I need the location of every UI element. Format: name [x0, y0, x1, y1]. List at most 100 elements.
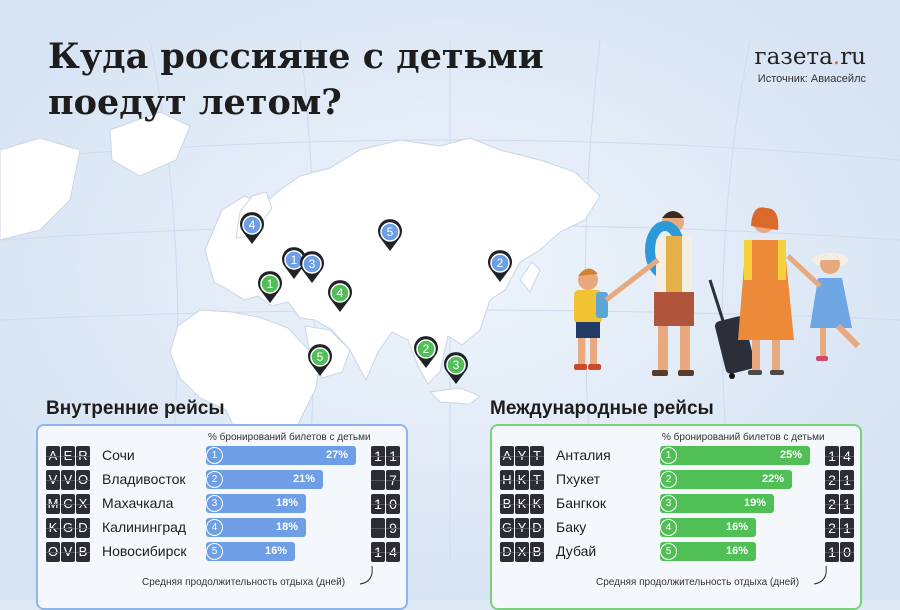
father-figure [645, 211, 694, 376]
logo-dot: . [832, 44, 841, 70]
page-title: Куда россияне с детьми поедут летом? [48, 34, 608, 126]
airport-code-letter: K [46, 518, 60, 538]
airport-code-letter: D [76, 518, 90, 538]
map-pin-domestic: 4 [239, 212, 264, 244]
airport-code-letter: D [530, 518, 544, 538]
city-name: Анталия [556, 447, 611, 463]
domestic-days-label: Средняя продолжительность отдыха (дней) [142, 577, 346, 588]
city-name: Владивосток [102, 471, 186, 487]
share-value-label: 19% [744, 497, 767, 509]
share-value-label: 25% [780, 449, 803, 461]
share-bar [206, 518, 306, 537]
rank-badge: 3 [206, 495, 223, 512]
page-title-line-2: поедут летом? [48, 82, 342, 123]
indonesia-landmass [428, 387, 481, 405]
airport-code-letter: D [500, 542, 514, 562]
city-name: Пхукет [556, 471, 601, 487]
airport-code-letter: C [61, 494, 75, 514]
days-digit: 1 [825, 446, 839, 466]
international-row: A Y T Анталия 1 25% 1 4 [500, 446, 854, 466]
share-value-label: 27% [326, 449, 349, 461]
mother-figure [738, 207, 794, 375]
share-bar [206, 446, 356, 465]
international-row: H K T Пхукет 2 22% 2 1 [500, 470, 854, 490]
airport-code-letter: H [500, 470, 514, 490]
international-row: B K K Бангкок 3 19% 2 1 [500, 494, 854, 514]
share-value-label: 18% [276, 497, 299, 509]
share-bar [660, 518, 756, 537]
map-pin-international: 1 [257, 271, 282, 303]
rank-badge: 2 [660, 471, 677, 488]
airport-code-letter: E [61, 446, 75, 466]
map-pin-label: 1 [291, 253, 298, 267]
map-pin-international: 3 [444, 352, 468, 384]
international-days-label: Средняя продолжительность отдыха (дней) [596, 577, 800, 588]
days-digit: 2 [825, 518, 839, 538]
brand-logo: газета.ru [755, 44, 866, 70]
airport-code-letter: G [61, 518, 75, 538]
logo-main: газета [754, 44, 833, 70]
days-digit [371, 518, 385, 538]
girl-figure [810, 253, 861, 361]
days-digit: 1 [371, 446, 385, 466]
airport-code-letter: K [515, 470, 529, 490]
north-america-landmass [0, 137, 81, 241]
family-illustration [574, 207, 861, 379]
days-digit: 1 [840, 470, 854, 490]
domestic-row: O V B Новосибирск 5 16% 1 4 [46, 542, 400, 562]
airport-code-letter: Y [515, 518, 529, 538]
map-pin-domestic: 3 [299, 251, 324, 283]
airport-code-letter: V [46, 470, 60, 490]
share-bar [206, 542, 295, 561]
map-pin-domestic: 1 [281, 247, 306, 279]
days-digit: 1 [840, 494, 854, 514]
international-days-arrow-icon [813, 565, 827, 585]
international-row: D X B Дубай 5 16% 1 0 [500, 542, 854, 562]
map-pin-international: 2 [414, 336, 438, 368]
days-digit: 1 [840, 518, 854, 538]
airport-code-letter: V [61, 542, 75, 562]
map-pin-international: 5 [307, 344, 332, 376]
city-name: Баку [556, 519, 587, 535]
days-value: 7 [371, 470, 400, 490]
days-digit [371, 470, 385, 490]
rank-badge: 5 [660, 543, 677, 560]
days-digit: 2 [825, 470, 839, 490]
rank-badge: 1 [660, 447, 677, 464]
city-name: Новосибирск [102, 543, 187, 559]
airport-code-letter: O [46, 542, 60, 562]
rank-badge: 1 [206, 447, 223, 464]
map-pin-domestic: 5 [377, 219, 402, 251]
days-value: 9 [371, 518, 400, 538]
days-digit: 2 [825, 494, 839, 514]
rank-badge: 3 [660, 495, 677, 512]
city-name: Бангкок [556, 495, 607, 511]
share-bar [206, 494, 306, 513]
share-bar [660, 494, 774, 513]
international-value-label: % бронирований билетов с детьми [662, 432, 825, 443]
days-digit: 1 [371, 542, 385, 562]
days-digit: 1 [825, 542, 839, 562]
airport-code-letter: Y [515, 446, 529, 466]
city-name: Сочи [102, 447, 135, 463]
airport-code-letter: K [515, 494, 529, 514]
share-value-label: 16% [726, 545, 749, 557]
airport-code-letter: O [76, 470, 90, 490]
days-digit: 4 [840, 446, 854, 466]
map-pin-international: 4 [327, 280, 352, 312]
domestic-chart-panel: % бронирований билетов с детьми A E R Сочи 1… [36, 424, 408, 610]
domestic-row: K G D Калининград 4 18% 9 [46, 518, 400, 538]
